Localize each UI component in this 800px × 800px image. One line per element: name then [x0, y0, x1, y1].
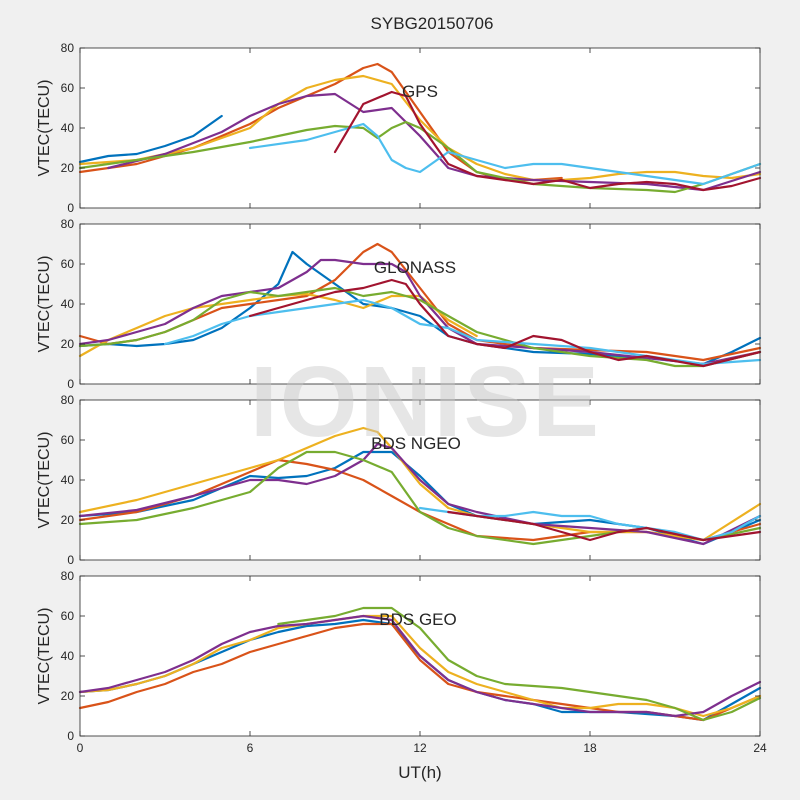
series-line-2	[78, 614, 762, 718]
y-axis-label: VTEC(TECU)	[36, 432, 53, 529]
panel-label: GPS	[402, 82, 438, 101]
y-axis-label: VTEC(TECU)	[36, 256, 53, 353]
y-tick-label: 0	[67, 553, 74, 567]
series-line-4	[277, 606, 762, 722]
y-tick-label: 20	[61, 337, 75, 351]
figure-title: SYBG20150706	[371, 14, 494, 33]
series-line-6	[333, 90, 762, 192]
series-line-0	[78, 250, 762, 366]
series-line-0	[78, 114, 223, 164]
series-line-3	[78, 614, 762, 718]
y-tick-label: 40	[61, 297, 75, 311]
y-tick-label: 60	[61, 433, 75, 447]
y-tick-label: 0	[67, 201, 74, 215]
series-line-6	[248, 278, 762, 368]
panel-3: 0 20 40 60 80 0 6 12 18 24 VTEC(TECU) BDS GEO	[36, 569, 767, 755]
y-tick-label: 20	[61, 689, 75, 703]
series-line-3	[78, 442, 762, 546]
y-tick-label: 0	[67, 729, 74, 743]
panel-label: BDS NGEO	[371, 434, 461, 453]
panel-label: GLONASS	[374, 258, 456, 277]
y-tick-label: 80	[61, 393, 75, 407]
panel-label: BDS GEO	[379, 610, 456, 629]
y-tick-label: 80	[61, 41, 75, 55]
panel-1: 0 20 40 60 80 VTEC(TECU) GLONASS	[36, 217, 762, 391]
x-tick-label: 18	[583, 741, 597, 755]
y-tick-label: 40	[61, 473, 75, 487]
y-axis-label: VTEC(TECU)	[36, 80, 53, 177]
series-line-2	[78, 426, 762, 542]
series-line-4	[78, 450, 762, 546]
y-axis-label: VTEC(TECU)	[36, 608, 53, 705]
y-tick-label: 60	[61, 81, 75, 95]
y-tick-label: 0	[67, 377, 74, 391]
y-tick-label: 40	[61, 121, 75, 135]
x-tick-label: 24	[753, 741, 767, 755]
y-tick-label: 80	[61, 569, 75, 583]
x-tick-label: 6	[247, 741, 254, 755]
y-tick-label: 20	[61, 161, 75, 175]
series-line-5	[248, 122, 762, 186]
panel-2: 0 20 40 60 80 VTEC(TECU) BDS NGEO	[36, 393, 762, 567]
panel-0: 0 20 40 60 80 VTEC(TECU) GPS	[36, 41, 762, 215]
x-tick-label: 12	[413, 741, 427, 755]
y-tick-label: 40	[61, 649, 75, 663]
x-axis-label: UT(h)	[398, 763, 441, 782]
y-tick-label: 80	[61, 217, 75, 231]
series-line-6	[447, 510, 762, 542]
x-tick-label: 0	[77, 741, 84, 755]
y-tick-label: 60	[61, 257, 75, 271]
series-line-4	[78, 120, 762, 194]
y-tick-label: 20	[61, 513, 75, 527]
y-tick-label: 60	[61, 609, 75, 623]
series-line-3	[78, 258, 762, 366]
series-line-3	[107, 92, 762, 192]
